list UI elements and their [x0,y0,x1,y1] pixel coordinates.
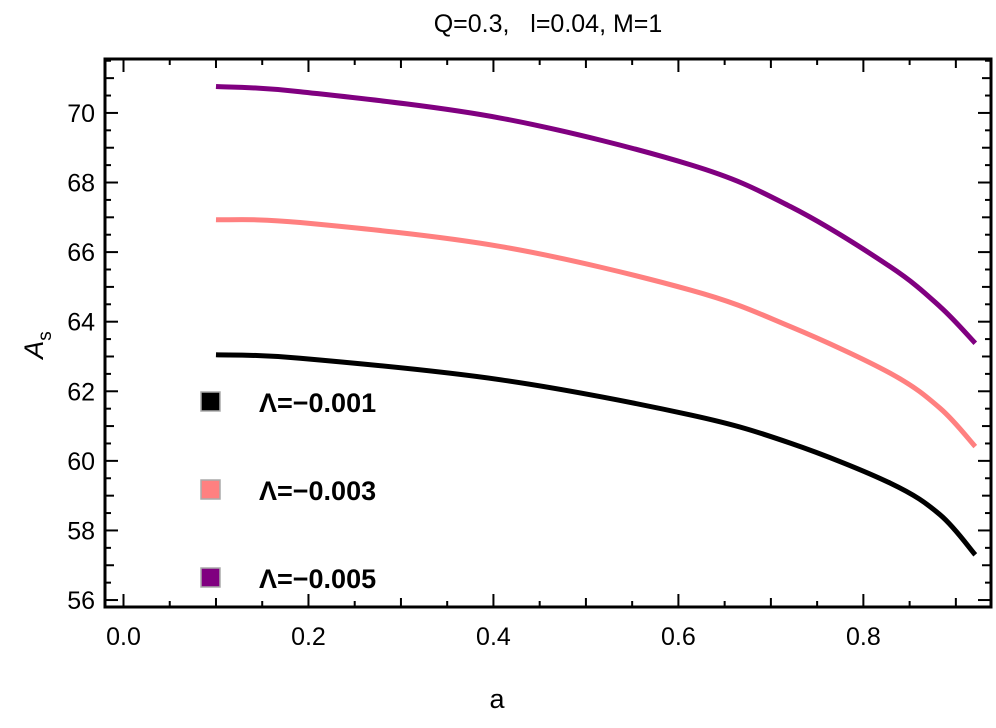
svg-text:As: As [19,331,56,361]
y-tick-label: 68 [67,170,95,198]
axis-ticks [105,59,991,607]
legend: Λ=−0.001 Λ=−0.003 Λ=−0.005 [200,388,376,594]
y-tick-label: 64 [67,309,95,337]
x-tick-label: 0.0 [106,623,141,651]
x-tick-label: 0.6 [661,623,696,651]
legend-label: Λ=−0.003 [259,476,376,506]
legend-swatch [200,567,221,588]
y-tick-label: 60 [67,448,95,476]
y-tick-label: 66 [67,239,95,267]
legend-swatch [200,479,221,500]
legend-label: Λ=−0.005 [259,564,376,594]
x-tick-label: 0.4 [476,623,511,651]
y-axis-label-subscript: s [35,331,56,341]
y-tick-label: 62 [67,378,95,406]
x-axis-label: a [489,684,505,714]
y-tick-label: 70 [67,100,95,128]
y-axis-label: As [19,331,56,361]
series-line-3 [215,83,978,345]
legend-label: Λ=−0.001 [259,388,376,418]
legend-swatch [200,391,221,412]
y-tick-label: 56 [67,587,95,615]
x-tick-label: 0.2 [291,623,326,651]
plot-frame [103,57,993,609]
x-tick-label: 0.8 [846,623,881,651]
series-line-1 [215,352,978,557]
legend-item: Λ=−0.001 [200,388,376,418]
legend-item: Λ=−0.005 [200,564,376,594]
legend-item: Λ=−0.003 [200,476,376,506]
chart-title: Q=0.3, l=0.04, M=1 [434,10,663,38]
series-lines [215,83,978,557]
y-axis-label-main: A [19,341,49,361]
series-line-2 [215,217,978,449]
x-tick-labels: 0.0 0.2 0.4 0.6 0.8 [106,623,881,651]
y-tick-label: 58 [67,517,95,545]
y-tick-labels: 56 58 60 62 64 66 68 70 [67,100,95,615]
